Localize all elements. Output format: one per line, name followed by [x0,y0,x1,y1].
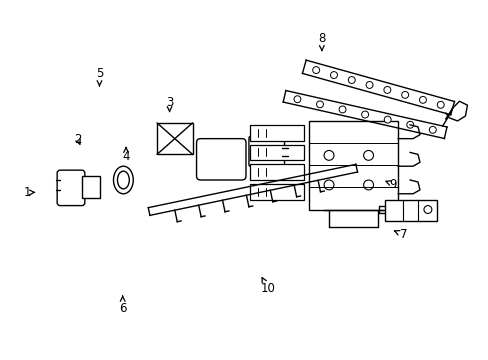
Circle shape [436,102,443,108]
Circle shape [347,77,354,84]
Circle shape [361,111,368,118]
FancyBboxPatch shape [248,136,284,167]
Circle shape [383,86,390,93]
Circle shape [401,91,408,98]
Text: 1: 1 [23,186,34,199]
Circle shape [419,96,426,103]
Text: 4: 4 [122,147,129,163]
Text: 5: 5 [96,67,103,86]
Text: 6: 6 [119,296,126,315]
Bar [249,184,304,200]
Bar [249,125,304,141]
Circle shape [324,180,333,190]
Bar [249,145,304,160]
FancyBboxPatch shape [196,139,245,180]
FancyBboxPatch shape [57,170,84,206]
Bar [249,164,304,180]
Bar [81,176,100,198]
Circle shape [384,116,390,123]
Circle shape [406,121,413,128]
Circle shape [423,206,431,213]
Circle shape [330,72,337,78]
Circle shape [293,96,300,103]
Bar [157,123,192,154]
Circle shape [428,126,435,133]
Text: 7: 7 [394,229,407,242]
Circle shape [338,106,346,113]
Text: 3: 3 [165,95,173,112]
Circle shape [366,81,372,89]
Text: 2: 2 [74,133,81,146]
Text: 10: 10 [260,278,275,294]
Circle shape [312,67,319,73]
Circle shape [324,150,333,160]
Bar [385,200,436,221]
Ellipse shape [113,166,133,194]
Text: 8: 8 [318,32,325,51]
Text: 9: 9 [385,178,396,191]
Ellipse shape [117,171,129,189]
Circle shape [363,150,373,160]
Circle shape [316,101,323,108]
Bar [308,121,397,210]
Circle shape [363,180,373,190]
